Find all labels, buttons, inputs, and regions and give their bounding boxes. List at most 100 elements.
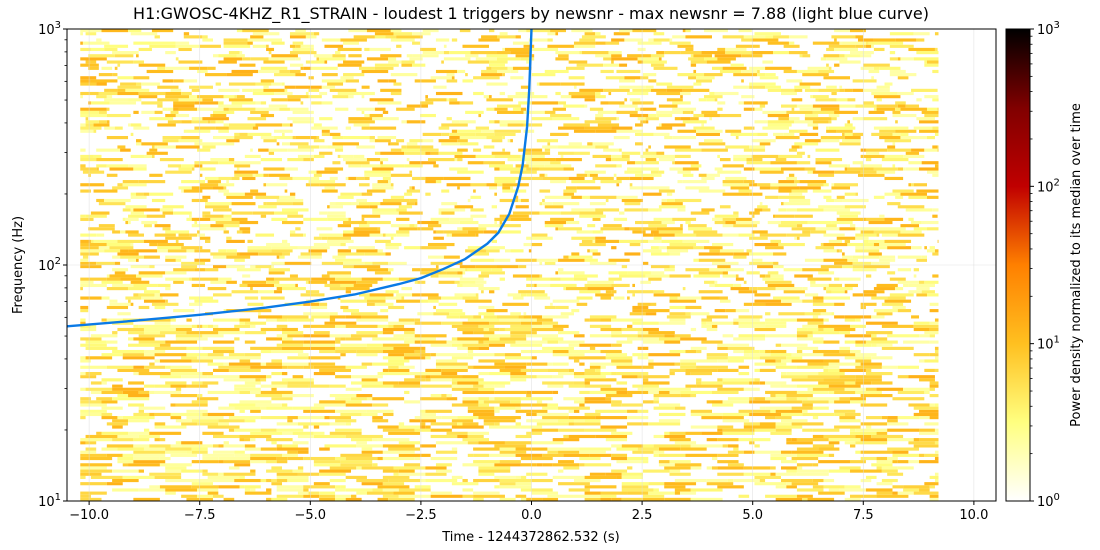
- spectrogram-pixel: [743, 180, 755, 184]
- spectrogram-pixel: [645, 158, 657, 162]
- spectrogram-pixel: [881, 478, 898, 483]
- spectrogram-pixel: [276, 485, 304, 489]
- spectrogram-pixel: [672, 217, 697, 221]
- spectrogram-pixel: [494, 120, 500, 124]
- spectrogram-pixel: [186, 217, 192, 221]
- spectrogram-pixel: [197, 69, 208, 74]
- spectrogram-pixel: [852, 268, 877, 272]
- spectrogram-pixel: [143, 384, 155, 388]
- spectrogram-pixel: [112, 384, 123, 388]
- spectrogram-pixel: [303, 66, 312, 70]
- spectrogram-pixel: [427, 255, 444, 259]
- spectrogram-pixel: [711, 321, 734, 325]
- spectrogram-pixel: [202, 117, 229, 121]
- spectrogram-pixel: [900, 230, 922, 234]
- spectrogram-pixel: [218, 88, 240, 92]
- spectrogram-pixel: [303, 312, 330, 316]
- spectrogram-pixel: [186, 409, 208, 413]
- spectrogram-pixel: [573, 44, 596, 48]
- spectrogram-pixel: [343, 158, 367, 162]
- spectrogram-pixel: [767, 41, 789, 45]
- spectrogram-pixel: [621, 444, 643, 448]
- spectrogram-pixel: [101, 431, 129, 435]
- spectrogram-pixel: [446, 117, 452, 121]
- spectrogram-pixel: [289, 142, 309, 146]
- spectrogram-pixel: [539, 274, 543, 278]
- spectrogram-pixel: [374, 66, 394, 70]
- spectrogram-pixel: [584, 258, 598, 262]
- spectrogram-pixel: [234, 173, 253, 177]
- spectrogram-pixel: [879, 135, 901, 140]
- spectrogram-pixel: [212, 324, 219, 328]
- spectrogram-pixel: [319, 145, 328, 149]
- spectrogram-pixel: [510, 334, 527, 338]
- spectrogram-pixel: [181, 246, 203, 250]
- spectrogram-pixel: [865, 371, 893, 376]
- spectrogram-pixel: [335, 488, 346, 492]
- spectrogram-pixel: [173, 104, 195, 108]
- spectrogram-pixel: [80, 309, 89, 313]
- spectrogram-pixel: [489, 416, 521, 420]
- spectrogram-pixel: [414, 224, 418, 228]
- spectrogram-pixel: [361, 85, 370, 89]
- spectrogram-pixel: [648, 359, 654, 363]
- spectrogram-pixel: [645, 274, 670, 278]
- spectrogram-pixel: [560, 82, 585, 86]
- spectrogram-pixel: [812, 485, 824, 489]
- spectrogram-pixel: [905, 167, 920, 171]
- spectrogram-pixel: [136, 258, 139, 262]
- spectrogram-pixel: [319, 302, 328, 306]
- spectrogram-pixel: [451, 381, 458, 385]
- spectrogram-pixel: [834, 327, 856, 332]
- spectrogram-pixel: [329, 431, 362, 435]
- spectrogram-pixel: [197, 422, 219, 426]
- spectrogram-pixel: [903, 488, 920, 492]
- spectrogram-pixel: [730, 186, 750, 190]
- spectrogram-pixel: [486, 107, 495, 111]
- spectrogram-pixel: [725, 220, 736, 225]
- x-tick-label: −5.0: [295, 508, 327, 523]
- spectrogram-pixel: [462, 438, 490, 442]
- spectrogram-pixel: [773, 261, 779, 265]
- spectrogram-pixel: [526, 472, 548, 476]
- spectrogram-pixel: [165, 113, 176, 118]
- spectrogram-pixel: [80, 305, 89, 310]
- spectrogram-pixel: [584, 318, 590, 322]
- spectrogram-pixel: [757, 205, 768, 209]
- spectrogram-pixel: [762, 277, 784, 281]
- spectrogram-pixel: [443, 255, 460, 259]
- spectrogram-pixel: [759, 186, 771, 190]
- spectrogram-pixel: [499, 482, 516, 486]
- spectrogram-pixel: [189, 214, 192, 218]
- spectrogram-pixel: [648, 491, 675, 495]
- spectrogram-pixel: [855, 236, 869, 240]
- spectrogram-pixel: [128, 419, 150, 423]
- spectrogram-pixel: [260, 66, 288, 70]
- spectrogram-pixel: [558, 258, 585, 262]
- spectrogram-pixel: [892, 453, 920, 457]
- spectrogram-pixel: [542, 176, 569, 181]
- spectrogram-pixel: [879, 255, 896, 259]
- spectrogram-pixel: [457, 271, 463, 275]
- spectrogram-pixel: [109, 167, 134, 171]
- spectrogram-pixel: [157, 66, 166, 70]
- spectrogram-pixel: [510, 249, 524, 253]
- spectrogram-pixel: [706, 60, 731, 64]
- spectrogram-pixel: [404, 400, 421, 404]
- spectrogram-pixel: [611, 403, 622, 407]
- spectrogram-pixel: [159, 343, 171, 347]
- spectrogram-pixel: [255, 265, 272, 269]
- spectrogram-pixel: [911, 148, 925, 152]
- spectrogram-pixel: [887, 438, 914, 442]
- spectrogram-pixel: [252, 91, 275, 96]
- spectrogram-pixel: [465, 54, 479, 58]
- spectrogram-pixel: [377, 485, 410, 489]
- spectrogram-pixel: [919, 460, 939, 464]
- spectrogram-pixel: [767, 283, 795, 288]
- spectrogram-pixel: [425, 409, 452, 413]
- spectrogram-pixel: [560, 312, 574, 316]
- spectrogram-pixel: [603, 63, 620, 67]
- spectrogram-pixel: [571, 195, 582, 199]
- spectrogram-pixel: [446, 394, 452, 398]
- spectrogram-pixel: [90, 381, 102, 385]
